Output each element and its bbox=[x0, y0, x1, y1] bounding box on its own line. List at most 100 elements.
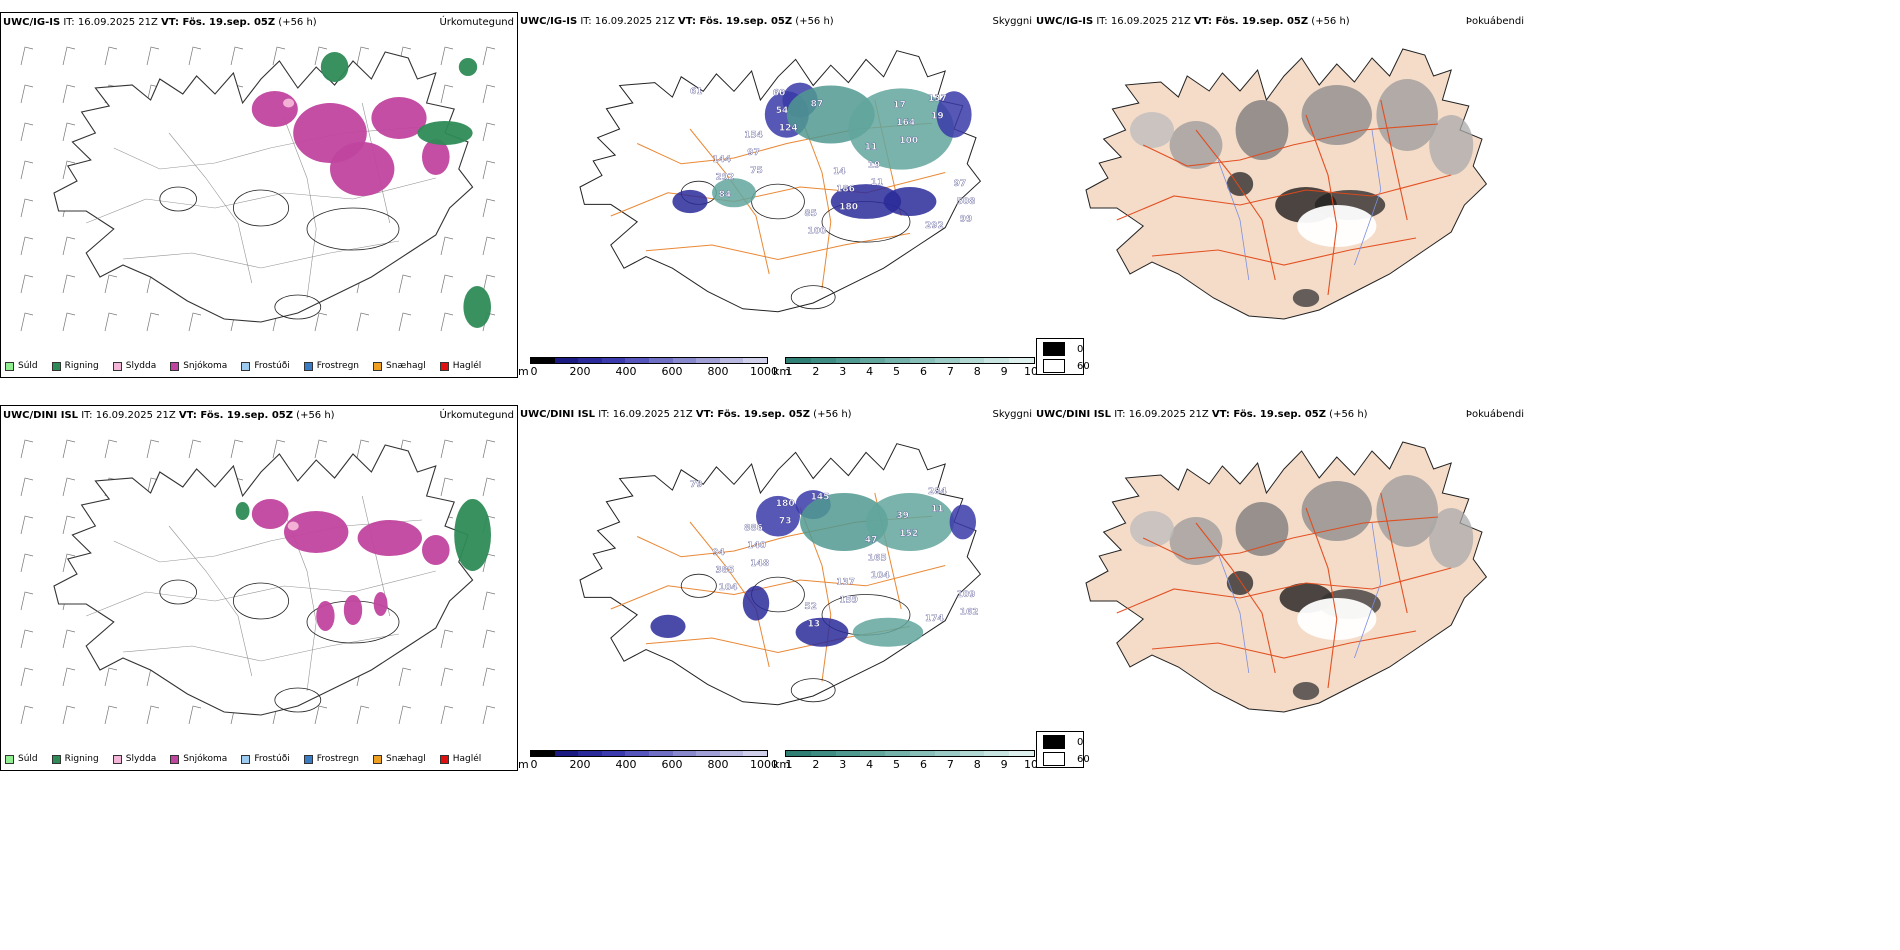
glacier-outline bbox=[159, 186, 198, 212]
legend-label: Frostregn bbox=[316, 754, 360, 764]
precip-area bbox=[235, 502, 250, 520]
wind-barb bbox=[20, 198, 34, 218]
ceiling-label: 165 bbox=[868, 553, 887, 563]
glacier-outline bbox=[306, 207, 400, 251]
precip-legend: Súld Rigning Slydda Snjókoma Frostúði Frostre… bbox=[5, 357, 481, 375]
colorbar-unit: km bbox=[773, 758, 791, 771]
precip-area bbox=[251, 91, 298, 127]
colorbar-segment bbox=[625, 751, 649, 756]
fog-legend: 0 60 bbox=[1036, 731, 1090, 768]
wind-barb bbox=[146, 705, 160, 725]
ceiling-label: 385 bbox=[716, 566, 735, 576]
wind-barb bbox=[20, 629, 34, 649]
visibility-map: 61 75 87 11 19 84 124 180 100 99 97 100 19 137 292 54 18… bbox=[579, 50, 982, 313]
fog-area bbox=[1301, 85, 1372, 145]
fog-panel-row1: UWC/IG-IS IT: 16.09.2025 21Z VT: Fös. 19… bbox=[1034, 12, 1524, 378]
ceiling-label: 174 bbox=[925, 614, 944, 624]
wind-barb bbox=[482, 667, 496, 687]
road-line bbox=[799, 114, 832, 289]
wind-barb bbox=[482, 236, 496, 256]
wind-barb bbox=[62, 46, 76, 66]
panel-name: Skyggni bbox=[992, 16, 1032, 27]
colorbar-tick: 1 bbox=[785, 365, 793, 378]
wind-barb bbox=[20, 160, 34, 180]
colorbar-segment bbox=[786, 358, 811, 363]
road-line bbox=[1305, 507, 1338, 689]
road-line bbox=[122, 633, 400, 662]
fog-legend-label: 0 bbox=[1077, 736, 1084, 748]
glacier-outline bbox=[159, 579, 198, 605]
colorbar-segment bbox=[625, 358, 649, 363]
road-line bbox=[168, 525, 253, 677]
colorbar-segment bbox=[885, 751, 910, 756]
legend-label: Snæhagl bbox=[386, 361, 426, 371]
colorbar-segment bbox=[810, 358, 836, 363]
wind-barb bbox=[20, 312, 34, 332]
wind-barb bbox=[146, 312, 160, 332]
road-line bbox=[645, 232, 911, 261]
ceiling-label: 145 bbox=[811, 492, 830, 502]
legend-item: Snæhagl bbox=[373, 361, 426, 371]
fog-area bbox=[1130, 112, 1174, 148]
colorbar-tick: 8 bbox=[973, 758, 981, 771]
ceiling-label: 100 bbox=[899, 136, 918, 146]
colorbar-segment bbox=[786, 751, 811, 756]
colorbar-strip bbox=[785, 750, 1035, 757]
iceland-coastline bbox=[53, 444, 474, 716]
colorbar-tick: 6 bbox=[919, 365, 927, 378]
river-line bbox=[1354, 522, 1382, 659]
wind-barb bbox=[482, 198, 496, 218]
visibility-colorbar: km 1 2 3 4 5 6 7 8 9 10 bbox=[773, 357, 1038, 379]
colorbar-segment bbox=[934, 358, 960, 363]
ceiling-label: 52 bbox=[804, 602, 817, 612]
glacier-outline bbox=[274, 687, 322, 713]
wind-barb bbox=[20, 84, 34, 104]
wind-barb bbox=[440, 274, 454, 294]
wind-barb bbox=[272, 46, 286, 66]
panel-title: UWC/IG-IS IT: 16.09.2025 21Z VT: Fös. 19… bbox=[3, 17, 317, 28]
colorbar-tick: 10 bbox=[1024, 758, 1038, 771]
river-line bbox=[1354, 129, 1382, 266]
iceland-coastline bbox=[53, 51, 474, 323]
colorbar-segment bbox=[885, 358, 910, 363]
legend-swatch bbox=[170, 361, 180, 371]
colorbar-segment bbox=[743, 358, 767, 363]
legend-item: Frostúði bbox=[241, 361, 290, 371]
iceland-coastline bbox=[579, 443, 982, 706]
road-line bbox=[86, 570, 436, 617]
road-line bbox=[1116, 567, 1452, 614]
ceiling-label: 99 bbox=[960, 215, 973, 225]
precip-area bbox=[283, 98, 295, 108]
colorbar-segment bbox=[959, 358, 985, 363]
legend-label: Haglél bbox=[452, 754, 482, 764]
legend-item: Haglél bbox=[439, 754, 482, 764]
wind-barb bbox=[482, 160, 496, 180]
wind-barb bbox=[440, 667, 454, 687]
ceiling-label: 154 bbox=[744, 130, 763, 140]
panel-name: Úrkomutegund bbox=[439, 17, 514, 28]
legend-item: Frostúði bbox=[241, 754, 290, 764]
wind-barb bbox=[314, 312, 328, 332]
wind-barb bbox=[314, 439, 328, 459]
precip-area bbox=[343, 595, 363, 625]
wind-barb bbox=[440, 46, 454, 66]
ceiling-label: 144 bbox=[712, 155, 731, 165]
ceiling-label: 152 bbox=[899, 529, 918, 539]
glacier-outline bbox=[680, 573, 717, 598]
ceiling-label: 19 bbox=[931, 112, 944, 122]
legend-swatch bbox=[303, 754, 313, 764]
road-line bbox=[1195, 129, 1276, 281]
wind-barb bbox=[104, 667, 118, 687]
precip-type-panel-row1: UWC/IG-IS IT: 16.09.2025 21Z VT: Fös. 19… bbox=[0, 12, 518, 378]
panel-title: UWC/IG-IS IT: 16.09.2025 21Z VT: Fös. 19… bbox=[1036, 16, 1350, 27]
wind-barb bbox=[62, 477, 76, 497]
colorbar-tick: 6 bbox=[919, 758, 927, 771]
fog-area bbox=[1292, 682, 1320, 700]
glacier-outline bbox=[232, 582, 289, 620]
colorbar-tick: 600 bbox=[661, 365, 683, 378]
colorbar-segment bbox=[743, 751, 767, 756]
ceiling-colorbar: m 0 200 400 600 800 1000 bbox=[518, 357, 778, 379]
visibility-panel-row1: UWC/IG-IS IT: 16.09.2025 21Z VT: Fös. 19… bbox=[518, 12, 1034, 378]
precip-area bbox=[316, 601, 335, 631]
wind-barb bbox=[104, 439, 118, 459]
